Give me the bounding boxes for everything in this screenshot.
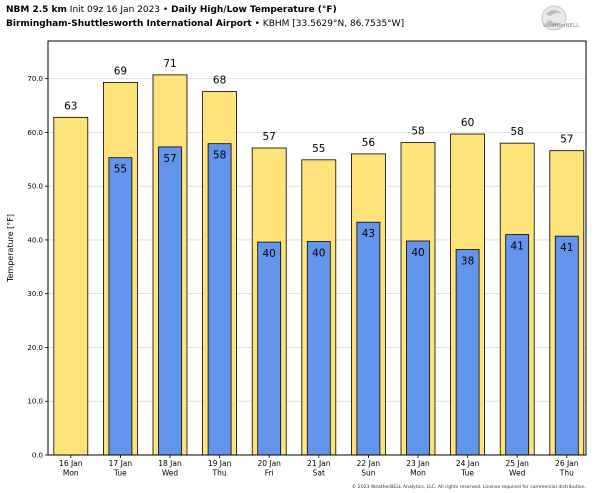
x-tick-day: Tue xyxy=(460,469,474,478)
low-temp-label: 41 xyxy=(560,242,573,254)
high-temp-label: 60 xyxy=(461,117,474,129)
x-tick-day: Mon xyxy=(63,469,79,478)
y-axis-ticks: 0.0 10.0 20.0 30.0 40.0 50.0 60.0 70.0 xyxy=(27,75,48,460)
low-temp-bar xyxy=(158,146,182,456)
x-tick-date: 25 Jan xyxy=(505,459,529,468)
x-tick-date: 19 Jan xyxy=(208,459,232,468)
bars: 63 69 55 71 57 68 58 57 40 55 40 56 43 58 40 60 38 58 41 57… xyxy=(53,58,585,456)
y-tick-label: 70.0 xyxy=(27,75,43,83)
x-tick-day: Thu xyxy=(212,469,227,478)
high-temp-label: 68 xyxy=(213,75,226,87)
low-temp-label: 40 xyxy=(411,247,424,259)
low-temp-label: 55 xyxy=(114,164,127,176)
y-axis-label: Temperature [°F] xyxy=(6,214,15,283)
x-tick-day: Wed xyxy=(509,469,526,478)
x-tick-date: 18 Jan xyxy=(158,459,182,468)
low-temp-label: 41 xyxy=(511,241,524,253)
station-id: KBHM [33.5629°N, 86.7535°W] xyxy=(262,19,405,29)
x-tick-day: Fri xyxy=(265,469,274,478)
y-tick-label: 0.0 xyxy=(32,452,43,460)
station-name: Birmingham-Shuttlesworth International A… xyxy=(6,19,252,29)
x-tick-date: 23 Jan xyxy=(406,459,430,468)
low-temp-bar xyxy=(455,249,480,456)
init-time: Init 09z 16 Jan 2023 xyxy=(69,5,161,15)
low-temp-bar xyxy=(406,240,430,456)
low-temp-label: 40 xyxy=(263,248,276,260)
x-tick-day: Sun xyxy=(361,469,376,478)
low-temp-label: 57 xyxy=(163,153,176,165)
high-temp-label: 63 xyxy=(64,100,77,112)
x-tick-date: 21 Jan xyxy=(307,459,331,468)
x-tick-day: Thu xyxy=(559,469,574,478)
x-tick-date: 24 Jan xyxy=(456,459,480,468)
high-temp-label: 57 xyxy=(263,131,276,143)
low-temp-bar xyxy=(257,241,282,456)
low-temp-label: 43 xyxy=(362,228,375,240)
x-tick-day: Mon xyxy=(410,469,426,478)
y-tick-label: 30.0 xyxy=(27,290,43,298)
x-tick-date: 26 Jan xyxy=(555,459,579,468)
low-temp-bar xyxy=(207,143,232,456)
low-temp-bar xyxy=(505,234,530,456)
header-line-1: NBM 2.5 km Init 09z 16 Jan 2023 • Daily … xyxy=(6,3,404,17)
x-tick-date: 17 Jan xyxy=(109,459,133,468)
y-tick-label: 20.0 xyxy=(27,344,43,352)
high-temp-label: 69 xyxy=(114,65,127,77)
low-temp-bar xyxy=(306,241,331,456)
low-temp-bar xyxy=(554,235,579,456)
x-tick-day: Tue xyxy=(113,469,127,478)
x-tick-date: 16 Jan xyxy=(59,459,83,468)
logo-swirl-icon: WeatherBELL xyxy=(541,5,580,31)
x-tick-date: 20 Jan xyxy=(257,459,281,468)
y-tick-label: 10.0 xyxy=(27,398,43,406)
y-tick-label: 50.0 xyxy=(27,183,43,191)
x-tick-date: 22 Jan xyxy=(357,459,381,468)
high-temp-label: 55 xyxy=(312,143,325,155)
high-temp-label: 56 xyxy=(362,137,376,149)
high-temp-label: 58 xyxy=(511,126,524,138)
high-temp-bar xyxy=(53,116,89,456)
x-tick-day: Sat xyxy=(313,469,325,478)
low-temp-bar xyxy=(108,157,133,456)
header-separator-2: • xyxy=(254,19,260,29)
header-separator: • xyxy=(162,5,169,15)
x-tick-day: Wed xyxy=(162,469,179,478)
chart-header: NBM 2.5 km Init 09z 16 Jan 2023 • Daily … xyxy=(6,3,404,31)
high-temp-label: 57 xyxy=(560,134,573,146)
plot-frame xyxy=(47,40,587,456)
header-line-2: Birmingham-Shuttlesworth International A… xyxy=(6,17,404,31)
high-temp-label: 71 xyxy=(163,58,176,70)
y-tick-label: 60.0 xyxy=(27,129,43,137)
chart-title: Daily High/Low Temperature (°F) xyxy=(171,5,337,15)
high-temp-label: 58 xyxy=(411,126,424,138)
weatherbell-logo: WeatherBELL xyxy=(532,4,590,36)
low-temp-label: 58 xyxy=(213,150,226,162)
low-temp-label: 38 xyxy=(461,256,474,268)
logo-text: WeatherBELL xyxy=(543,23,580,29)
low-temp-label: 40 xyxy=(312,248,325,260)
low-temp-bar xyxy=(356,221,381,456)
y-tick-label: 40.0 xyxy=(27,236,43,244)
model-name: NBM 2.5 km xyxy=(6,5,67,15)
copyright-footer: © 2023 WeatherBELL Analytics, LLC. All r… xyxy=(351,485,586,490)
